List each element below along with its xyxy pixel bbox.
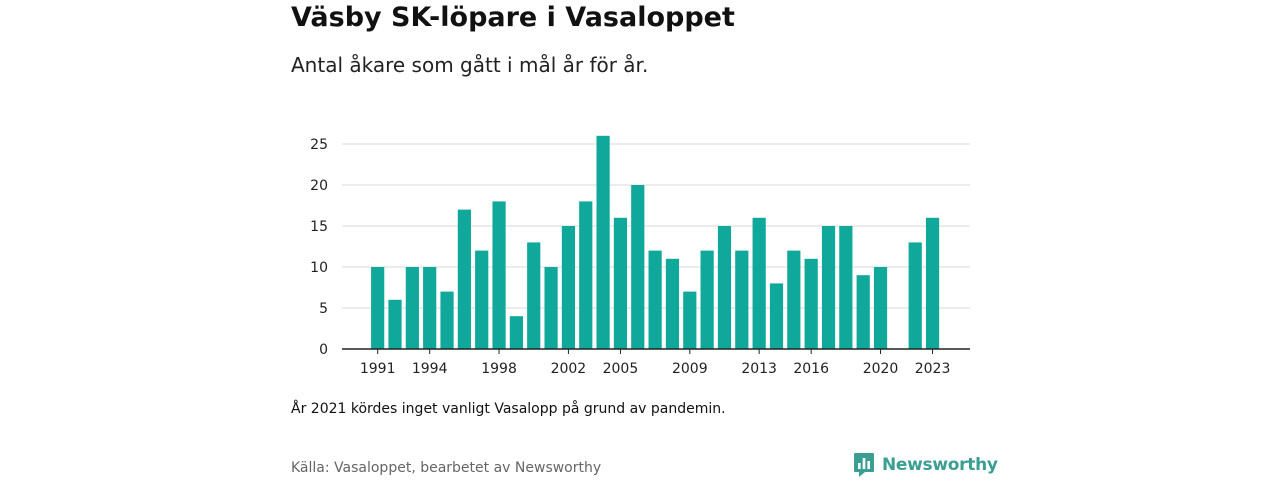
bar-2000 (527, 242, 541, 349)
source-credit: Källa: Vasaloppet, bearbetet av Newswort… (291, 460, 602, 476)
bar-2022 (908, 242, 922, 349)
newsworthy-chart-bubble-icon (854, 453, 874, 477)
x-axis-ticks: 1991 1994 1998 2002 2005 2009 2013 2016 2020 2023 (360, 349, 951, 377)
bar-2020 (873, 267, 888, 349)
bar-1999 (509, 316, 523, 349)
y-tick-label: 20 (310, 178, 328, 194)
bar-2015 (787, 250, 801, 349)
y-tick-label: 5 (319, 301, 328, 317)
x-tick-label: 2002 (551, 361, 587, 377)
y-tick-label: 0 (319, 342, 328, 358)
bar-2008 (665, 258, 680, 349)
y-tick-label: 10 (310, 260, 328, 276)
bar-2001 (544, 267, 558, 349)
footnote: År 2021 kördes inget vanligt Vasalopp på… (291, 401, 726, 417)
bar-2004 (596, 135, 610, 349)
bar-1996 (457, 209, 471, 349)
x-tick-label: 2023 (915, 361, 951, 377)
bar-2012 (735, 250, 749, 349)
bar-1992 (388, 299, 402, 349)
x-tick-label: 1998 (481, 361, 517, 377)
bar-1994 (423, 267, 437, 349)
bar-1997 (475, 250, 489, 349)
bar-1991 (371, 267, 385, 349)
bar-2016 (804, 258, 818, 349)
bar-2002 (561, 226, 576, 349)
chart-subtitle: Antal åkare som gått i mål år för år. (291, 53, 649, 77)
bar-2003 (579, 201, 593, 349)
x-tick-label: 2005 (603, 361, 639, 377)
bar-2010 (700, 250, 714, 349)
x-tick-label: 2013 (741, 361, 777, 377)
bar-1998 (492, 201, 506, 349)
bar-2013 (752, 217, 766, 349)
y-tick-label: 25 (310, 137, 328, 153)
bar-2006 (631, 185, 645, 349)
y-tick-label: 15 (310, 219, 328, 235)
x-tick-label: 2020 (863, 361, 899, 377)
x-tick-label: 2016 (793, 361, 829, 377)
bar-2017 (821, 226, 836, 349)
bar-2007 (648, 250, 662, 349)
bars (371, 135, 940, 349)
bar-1993 (405, 267, 419, 349)
bar-1995 (440, 291, 454, 349)
bar-2005 (613, 217, 628, 349)
bar-2019 (856, 275, 870, 349)
x-tick-label: 1991 (360, 361, 396, 377)
bar-chart: 0 5 10 15 20 25 1991 1994 1998 2002 2005 2009 2013 2… (310, 135, 970, 377)
x-tick-label: 2009 (672, 361, 708, 377)
y-axis-tick-labels: 0 5 10 15 20 25 (310, 137, 328, 358)
newsworthy-logo[interactable]: Newsworthy (853, 452, 998, 478)
logo-text: Newsworthy (882, 455, 998, 475)
bar-2018 (839, 226, 853, 349)
bar-2011 (717, 226, 732, 349)
bar-2009 (683, 291, 697, 349)
bar-2014 (769, 283, 784, 349)
bar-2023 (925, 217, 940, 349)
chart-title: Väsby SK-löpare i Vasaloppet (291, 2, 735, 33)
x-tick-label: 1994 (412, 361, 448, 377)
